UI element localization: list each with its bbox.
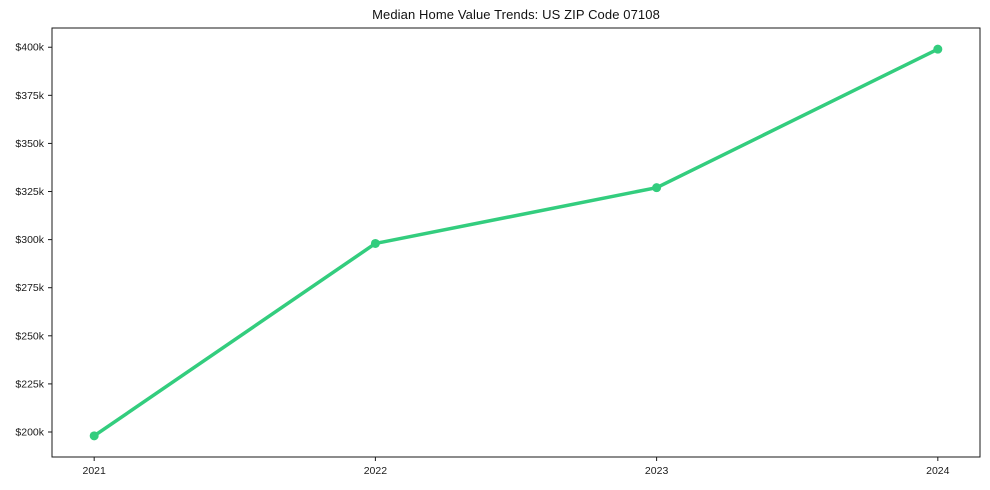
y-tick-label: $375k bbox=[15, 90, 44, 102]
y-tick-label: $325k bbox=[15, 186, 44, 198]
y-tick-label: $350k bbox=[15, 138, 44, 150]
plot-border bbox=[51, 27, 981, 458]
data-point-2023 bbox=[652, 183, 662, 193]
x-tick-label-2023: 2023 bbox=[645, 465, 669, 477]
x-tick-label-2024: 2024 bbox=[926, 465, 950, 477]
y-tick-label: $275k bbox=[15, 282, 44, 294]
chart-title: Median Home Value Trends: US ZIP Code 07… bbox=[372, 7, 660, 22]
x-tick-label-2022: 2022 bbox=[364, 465, 388, 477]
data-point-2022 bbox=[370, 238, 380, 248]
data-point-2021 bbox=[89, 431, 99, 441]
y-tick-label: $225k bbox=[15, 378, 44, 390]
trend-line bbox=[92, 47, 940, 438]
y-tick-label: $250k bbox=[15, 330, 44, 342]
y-tick-label: $400k bbox=[15, 42, 44, 54]
x-tick-label-2021: 2021 bbox=[83, 465, 107, 477]
y-tick-label: $300k bbox=[15, 234, 44, 246]
data-point-2024 bbox=[933, 44, 943, 54]
y-tick-label: $200k bbox=[15, 426, 44, 438]
